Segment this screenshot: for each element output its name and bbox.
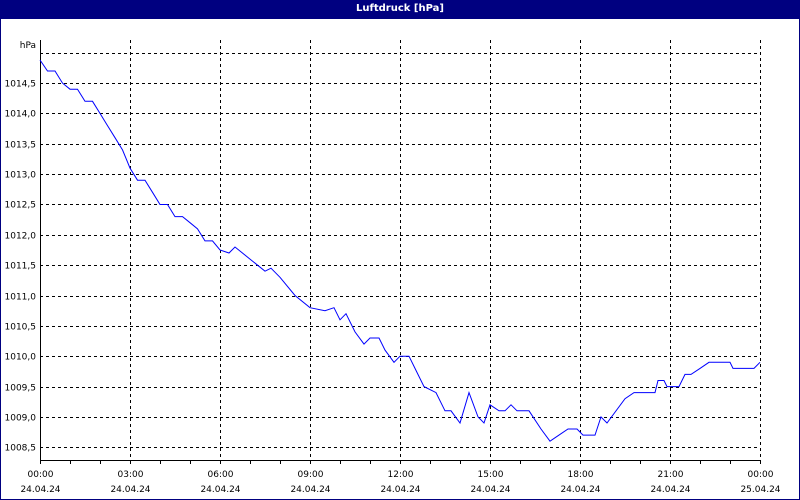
y-tick-label: 1011,5 [5, 262, 37, 272]
x-tick-time-label: 00:00 [748, 470, 774, 480]
x-tick-date-label: 24.04.24 [380, 485, 420, 495]
x-tick-date-label: 24.04.24 [20, 485, 60, 495]
x-tick-date-label: 24.04.24 [110, 485, 150, 495]
y-tick-label: 1014,5 [5, 80, 37, 90]
y-tick-label: 1012,5 [5, 201, 37, 211]
x-tick-time-label: 09:00 [298, 470, 324, 480]
x-tick-time-label: 18:00 [568, 470, 594, 480]
x-tick-date-label: 24.04.24 [290, 485, 330, 495]
chart-title: Luftdruck [hPa] [0, 0, 800, 19]
x-tick-time-label: 03:00 [118, 470, 144, 480]
x-tick-date-label: 25.04.24 [740, 485, 780, 495]
x-tick-date-label: 24.04.24 [200, 485, 240, 495]
y-tick-label: 1013,0 [5, 171, 37, 181]
pressure-line [39, 59, 761, 442]
y-tick-label: 1014,0 [5, 110, 37, 120]
y-tick-label: 1012,0 [5, 232, 37, 242]
y-tick-label: 1011,0 [5, 293, 37, 303]
x-tick-time-label: 12:00 [388, 470, 414, 480]
y-tick-label: 1008,5 [5, 444, 37, 454]
x-tick-time-label: 00:00 [28, 470, 54, 480]
y-tick-label: 1013,5 [5, 141, 37, 151]
y-tick-label: 1009,0 [5, 414, 37, 424]
grid [40, 40, 761, 460]
y-tick-label: 1010,0 [5, 353, 37, 363]
x-tick-time-label: 06:00 [208, 470, 234, 480]
y-tick-label: 1010,5 [5, 323, 37, 333]
x-tick-date-label: 24.04.24 [560, 485, 600, 495]
x-tick-date-label: 24.04.24 [470, 485, 510, 495]
x-tick-time-label: 21:00 [658, 470, 684, 480]
y-axis-unit-label: hPa [20, 41, 36, 51]
x-tick-date-label: 24.04.24 [650, 485, 690, 495]
y-tick-label: 1009,5 [5, 384, 37, 394]
axes [40, 40, 761, 464]
tick-labels: 1014,5 1014,0 1013,5 1013,0 1012,5 1012,0 1011… [5, 80, 781, 496]
x-tick-time-label: 15:00 [478, 470, 504, 480]
